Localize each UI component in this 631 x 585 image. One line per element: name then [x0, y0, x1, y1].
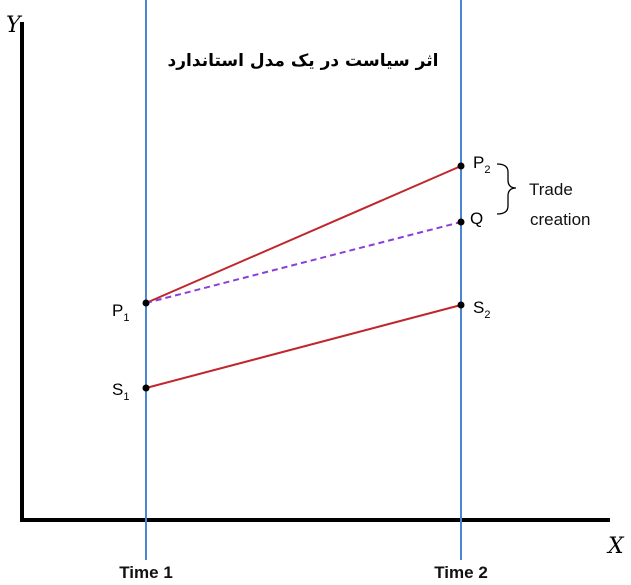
label-s1: S1 [112, 380, 129, 403]
point-p1 [142, 299, 150, 307]
time-1-label: Time 1 [119, 563, 173, 582]
s-line [145, 304, 462, 389]
point-p2 [457, 162, 465, 170]
label-p2: P2 [473, 153, 490, 176]
label-q: Q [470, 209, 483, 228]
p-line [145, 165, 462, 304]
time-2-label: Time 2 [434, 563, 488, 582]
label-p1: P1 [112, 301, 129, 324]
trade-creation-brace [496, 163, 517, 215]
point-s1 [142, 384, 150, 392]
q-counterfactual-line [145, 221, 462, 304]
point-q [457, 218, 465, 226]
diagram-title: اثر سیاست در یک مدل استاندارد [168, 51, 439, 71]
point-s2 [457, 301, 465, 309]
label-s2: S2 [473, 298, 490, 321]
trade-creation-label-line1: Trade [529, 180, 573, 199]
y-axis-label: Y [6, 13, 23, 38]
x-axis-label: X [606, 534, 625, 559]
trade-creation-label-line2: creation [530, 210, 590, 229]
